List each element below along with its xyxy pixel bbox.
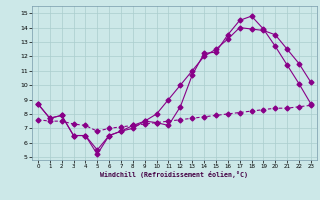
X-axis label: Windchill (Refroidissement éolien,°C): Windchill (Refroidissement éolien,°C) [100, 171, 248, 178]
